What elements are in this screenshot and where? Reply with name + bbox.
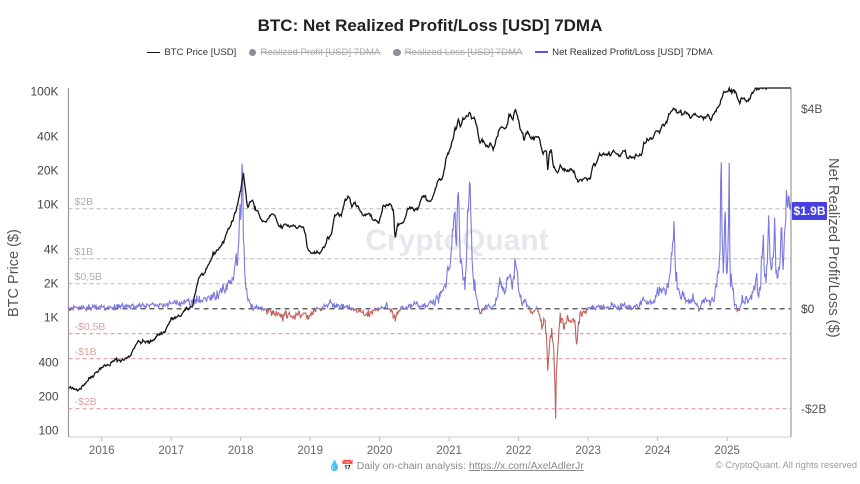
svg-text:2021: 2021 <box>436 445 462 457</box>
svg-text:4K: 4K <box>44 243 59 257</box>
svg-text:$0: $0 <box>801 302 815 316</box>
svg-text:20K: 20K <box>37 164 58 178</box>
svg-text:400: 400 <box>38 355 58 369</box>
svg-text:2023: 2023 <box>575 445 601 457</box>
svg-text:2K: 2K <box>44 277 59 291</box>
svg-text:200: 200 <box>38 389 58 403</box>
svg-text:-$2B: -$2B <box>801 402 826 416</box>
svg-text:2024: 2024 <box>645 445 671 457</box>
svg-text:$4B: $4B <box>801 102 822 116</box>
svg-text:$1B: $1B <box>75 246 94 258</box>
svg-text:$2B: $2B <box>75 196 94 208</box>
svg-text:2025: 2025 <box>714 445 740 457</box>
svg-text:100K: 100K <box>30 85 58 99</box>
svg-text:-$0,5B: -$0,5B <box>75 321 106 333</box>
svg-text:2018: 2018 <box>228 445 254 457</box>
svg-text:1K: 1K <box>44 311 59 325</box>
svg-text:40K: 40K <box>37 130 58 144</box>
svg-text:100: 100 <box>38 423 58 437</box>
svg-text:2020: 2020 <box>367 445 393 457</box>
svg-text:2019: 2019 <box>297 445 323 457</box>
svg-text:2017: 2017 <box>158 445 184 457</box>
svg-text:$0,5B: $0,5B <box>75 271 102 283</box>
svg-text:2022: 2022 <box>506 445 532 457</box>
svg-text:-$2B: -$2B <box>75 396 97 408</box>
svg-text:-$1B: -$1B <box>75 346 97 358</box>
svg-text:2016: 2016 <box>89 445 115 457</box>
svg-text:10K: 10K <box>37 198 58 212</box>
